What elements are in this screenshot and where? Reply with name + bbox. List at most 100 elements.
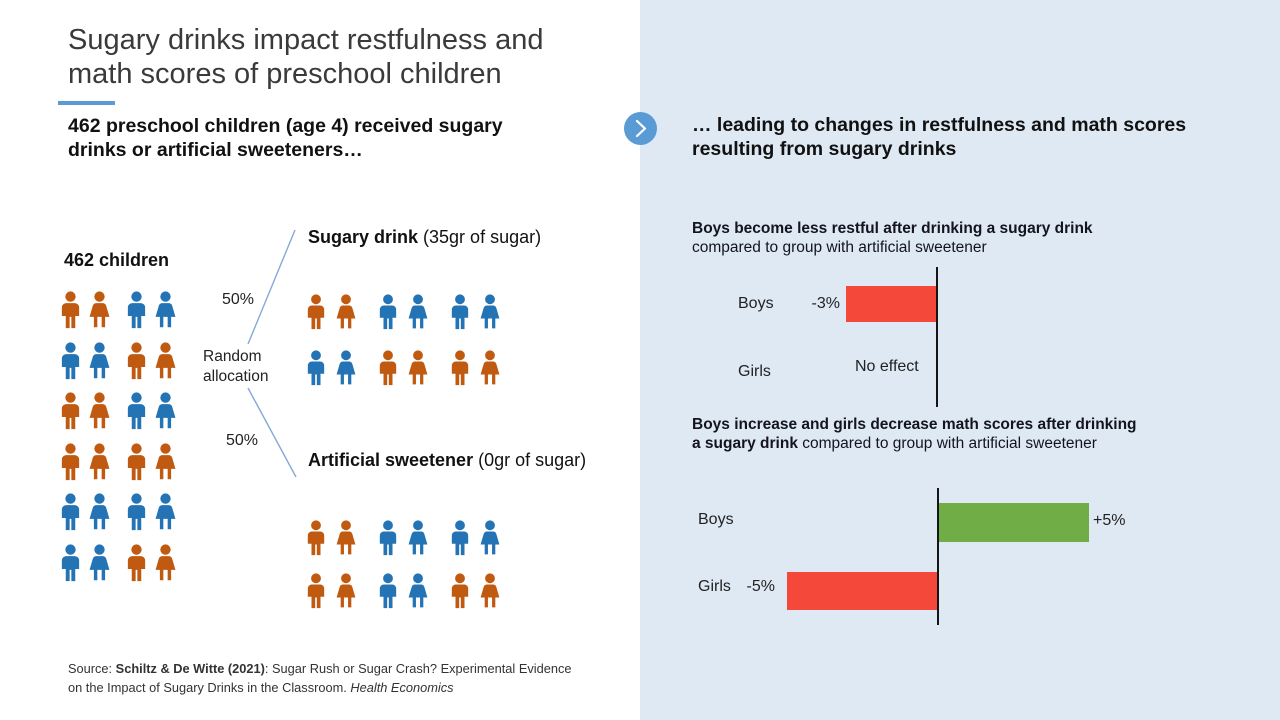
pictogram-row	[58, 493, 178, 531]
chart2-heading: Boys increase and girls decrease math sc…	[692, 415, 1242, 454]
boy-icon	[127, 543, 146, 581]
girl-icon	[155, 442, 176, 479]
boy-icon	[127, 291, 146, 329]
child-pair	[447, 573, 503, 609]
child-pair	[447, 350, 503, 386]
child-pair	[124, 341, 178, 380]
child-pair	[303, 520, 359, 556]
boy-icon	[451, 573, 469, 609]
girl-icon	[336, 573, 356, 608]
pictogram-row	[303, 350, 503, 386]
boy-icon	[61, 291, 80, 329]
girl-icon	[89, 543, 110, 580]
child-pair	[303, 294, 359, 330]
boy-icon	[127, 392, 146, 430]
boy-icon	[61, 341, 80, 379]
girl-icon	[480, 350, 500, 385]
chart2-boys-label: Boys	[698, 511, 734, 528]
chevron-right-icon	[635, 119, 647, 138]
child-pair	[303, 573, 359, 609]
chart2-boys-value: +5%	[1093, 512, 1126, 529]
pictogram-row	[58, 392, 178, 430]
girl-icon	[89, 341, 110, 378]
source-text: : Sugar Rush or Sugar Crash? Experimenta…	[68, 661, 572, 695]
child-pair	[124, 291, 178, 329]
girl-icon	[155, 543, 176, 580]
pictogram-all-children	[58, 291, 178, 582]
boy-icon	[307, 520, 325, 556]
pictogram-row	[303, 573, 503, 609]
girl-icon	[155, 493, 176, 530]
pictogram-sugary-group	[303, 294, 503, 386]
source-citation: Source: Schiltz & De Witte (2021): Sugar…	[68, 660, 583, 697]
chart2-axis	[937, 488, 939, 625]
pictogram-row	[303, 520, 503, 556]
all-children-label: 462 children	[64, 250, 170, 270]
allocation-bottom-percent: 50%	[226, 432, 259, 449]
boy-icon	[127, 442, 146, 480]
chart2-heading-line1: Boys increase and girls decrease math sc…	[692, 416, 1137, 433]
chart2-heading-line2: a sugary drink compared to group with ar…	[692, 434, 1242, 453]
girl-icon	[89, 442, 110, 479]
boy-icon	[379, 294, 397, 330]
sugary-drink-detail: (35gr of sugar)	[418, 227, 542, 247]
child-pair	[124, 442, 178, 481]
child-pair	[58, 291, 112, 329]
chart2-heading-line2-bold: a sugary drink	[692, 435, 798, 453]
chart2-boys-bar	[939, 503, 1089, 542]
allocation-label: Random allocation	[203, 348, 269, 386]
girl-icon	[336, 294, 356, 329]
girl-icon	[480, 573, 500, 608]
allocation-top-percent: 50%	[222, 291, 255, 308]
child-pair	[447, 294, 503, 330]
girl-icon	[155, 341, 176, 378]
boy-icon	[61, 442, 80, 480]
child-pair	[375, 520, 431, 556]
boy-icon	[379, 520, 397, 556]
child-pair	[58, 392, 112, 430]
girl-icon	[336, 350, 356, 385]
girl-icon	[408, 350, 428, 385]
chart2-girls-bar	[787, 572, 937, 610]
boy-icon	[379, 350, 397, 386]
child-pair	[58, 442, 112, 481]
chart1-heading: Boys become less restful after drinking …	[692, 219, 1242, 258]
girl-icon	[155, 291, 176, 328]
boy-icon	[307, 294, 325, 330]
chart1-heading-regular: compared to group with artificial sweete…	[692, 239, 987, 257]
child-pair	[124, 543, 178, 582]
girl-icon	[89, 493, 110, 530]
boy-icon	[127, 341, 146, 379]
chart2-heading-line2-regular: compared to group with artificial sweete…	[797, 435, 1097, 453]
girl-icon	[89, 392, 110, 429]
boy-icon	[451, 520, 469, 556]
child-pair	[375, 294, 431, 330]
girl-icon	[155, 392, 176, 429]
pictogram-row	[58, 543, 178, 582]
allocation-connector-lines	[247, 229, 297, 478]
sweetener-name: Artificial sweetener	[308, 450, 474, 470]
boy-icon	[61, 493, 80, 531]
pictogram-row	[303, 294, 503, 330]
child-pair	[124, 392, 178, 430]
boy-icon	[379, 573, 397, 609]
pictogram-row	[58, 291, 178, 329]
chart2-girls-label: Girls	[698, 578, 731, 595]
left-subtitle: 462 preschool children (age 4) received …	[68, 115, 503, 161]
chart1-boys-value: -3%	[811, 295, 840, 312]
slide-title: Sugary drinks impact restfulness and mat…	[68, 24, 544, 90]
child-pair	[58, 493, 112, 531]
source-journal: Health Economics	[350, 679, 454, 695]
boy-icon	[451, 294, 469, 330]
right-panel-background	[640, 0, 1280, 720]
girl-icon	[480, 520, 500, 555]
child-pair	[58, 341, 112, 380]
child-pair	[303, 350, 359, 386]
chart1-boys-bar	[846, 286, 936, 322]
boy-icon	[61, 392, 80, 430]
boy-icon	[451, 350, 469, 386]
sugary-drink-group-label: Sugary drink (35gr of sugar)	[308, 227, 608, 248]
child-pair	[124, 493, 178, 531]
chart2-girls-value: -5%	[746, 578, 775, 595]
